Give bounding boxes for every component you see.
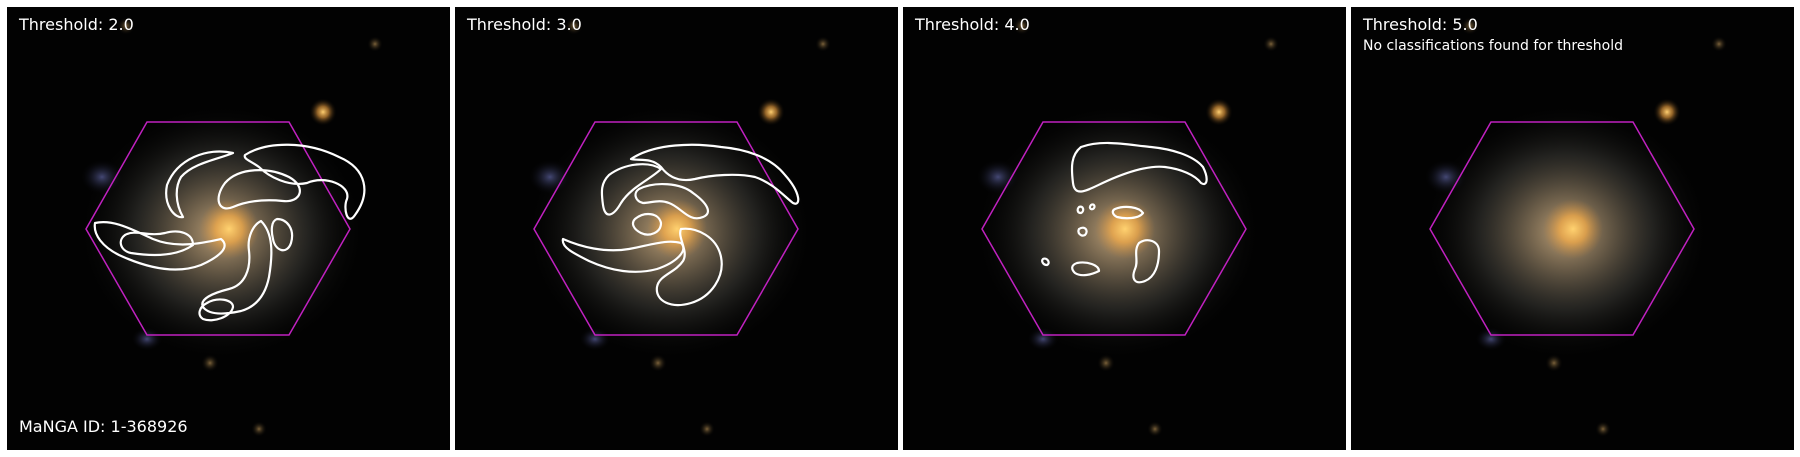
panel-title: Threshold: 3.0: [467, 15, 582, 34]
faint-star: [251, 421, 267, 437]
galaxy-blue-knot: [579, 327, 611, 351]
faint-star: [1461, 17, 1479, 35]
galaxy-core: [1543, 199, 1603, 259]
galaxy-blue-knot: [528, 159, 572, 195]
panel-threshold-4: Threshold: 4.0: [903, 7, 1346, 450]
classification-contour: [93, 143, 366, 322]
ifu-hexagon: [85, 121, 351, 336]
galaxy-blue-knot: [1475, 327, 1507, 351]
galaxy-image: [1351, 7, 1794, 450]
faint-star: [367, 36, 383, 52]
galaxy-blue-knot: [131, 327, 163, 351]
ifu-hexagon: [1429, 121, 1695, 336]
no-classifications-note: No classifications found for threshold: [1363, 38, 1623, 54]
faint-star: [1595, 421, 1611, 437]
foreground-star: [1653, 98, 1681, 126]
galaxy-image: [455, 7, 898, 450]
panel-title: Threshold: 5.0: [1363, 15, 1478, 34]
ifu-hexagon: [533, 121, 799, 336]
galaxy-core: [647, 199, 707, 259]
panel-threshold-5: Threshold: 5.0 No classifications found …: [1351, 7, 1794, 450]
panel-title: Threshold: 4.0: [915, 15, 1030, 34]
faint-star: [565, 17, 583, 35]
ifu-hexagon: [981, 121, 1247, 336]
galaxy-image: [903, 7, 1346, 450]
faint-star: [815, 36, 831, 52]
galaxy-blue-knot: [1424, 159, 1468, 195]
galaxy-blue-knot: [80, 159, 124, 195]
faint-star: [1711, 36, 1727, 52]
faint-star: [649, 354, 667, 372]
faint-star: [699, 421, 715, 437]
faint-star: [117, 17, 135, 35]
foreground-star: [1205, 98, 1233, 126]
faint-star: [201, 354, 219, 372]
faint-star: [1013, 17, 1031, 35]
galaxy-blue-knot: [976, 159, 1020, 195]
faint-star: [1097, 354, 1115, 372]
manga-id-label: MaNGA ID: 1-368926: [19, 417, 188, 436]
panel-threshold-3: Threshold: 3.0: [455, 7, 898, 450]
galaxy-core: [1095, 199, 1155, 259]
galaxy-core: [199, 199, 259, 259]
faint-star: [1147, 421, 1163, 437]
foreground-star: [309, 98, 337, 126]
panel-threshold-2: Threshold: 2.0 MaNGA ID: 1-368926: [7, 7, 450, 450]
panel-title: Threshold: 2.0: [19, 15, 134, 34]
galaxy-blue-knot: [1027, 327, 1059, 351]
faint-star: [1263, 36, 1279, 52]
foreground-star: [757, 98, 785, 126]
galaxy-image: [7, 7, 450, 450]
faint-star: [1545, 354, 1563, 372]
classification-contour: [561, 143, 800, 307]
classification-contour: [1041, 141, 1208, 284]
